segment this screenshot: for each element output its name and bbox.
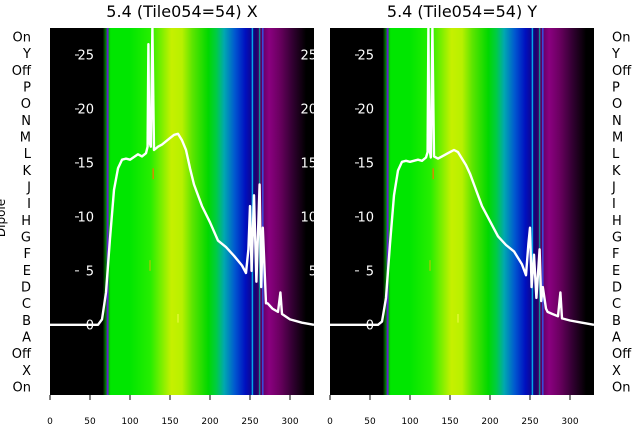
x-tick-label: 300 bbox=[561, 417, 578, 427]
category-label: C bbox=[612, 297, 621, 312]
category-label: D bbox=[612, 281, 622, 296]
x-axis-ticks: 0 50 100 150 200 250 300 bbox=[327, 395, 579, 427]
category-label: J bbox=[26, 181, 31, 196]
x-tick-label: 250 bbox=[241, 417, 258, 427]
category-label: B bbox=[22, 314, 31, 329]
category-label: X bbox=[22, 364, 31, 379]
category-label: B bbox=[612, 314, 621, 329]
category-label: G bbox=[21, 231, 31, 246]
category-label: M bbox=[612, 131, 623, 146]
y-tick-label: 15 bbox=[77, 156, 94, 171]
category-label: N bbox=[21, 114, 31, 129]
category-label: On bbox=[612, 31, 630, 46]
y-tick-label-clipped: 25 bbox=[300, 48, 317, 63]
category-label: K bbox=[612, 164, 621, 179]
category-label: F bbox=[24, 247, 31, 262]
y-tick-label: 5 bbox=[366, 264, 374, 279]
x-tick-label: 200 bbox=[481, 417, 498, 427]
category-label: On bbox=[612, 381, 630, 396]
y-tick-label-clipped: 15 bbox=[300, 156, 317, 171]
x-axis-ticks: 0 50 100 150 200 250 300 bbox=[47, 395, 299, 427]
series-line bbox=[50, 26, 315, 326]
category-label: C bbox=[22, 297, 31, 312]
heatmap-area bbox=[330, 28, 594, 395]
category-label: I bbox=[612, 197, 616, 212]
category-label: O bbox=[612, 97, 622, 112]
category-label: On bbox=[13, 31, 31, 46]
y-tick-label: 5 bbox=[86, 264, 94, 279]
category-label: Y bbox=[611, 47, 620, 62]
category-label: E bbox=[23, 264, 31, 279]
category-label: P bbox=[612, 81, 620, 96]
category-label: O bbox=[21, 97, 31, 112]
category-label: X bbox=[612, 364, 621, 379]
x-tick-label: 300 bbox=[281, 417, 298, 427]
x-tick-label: 200 bbox=[201, 417, 218, 427]
category-label: Off bbox=[12, 347, 32, 362]
y-tick-label-clipped: 10 bbox=[300, 210, 317, 225]
x-tick-label: 100 bbox=[401, 417, 418, 427]
y-tick-label: 15 bbox=[357, 156, 374, 171]
category-label: N bbox=[612, 114, 622, 129]
category-label: Off bbox=[612, 347, 632, 362]
category-label: Off bbox=[12, 64, 32, 79]
category-label: H bbox=[21, 214, 31, 229]
y-tick-label: 10 bbox=[77, 210, 94, 225]
category-label: On bbox=[13, 381, 31, 396]
y-axis-label: Dipole bbox=[0, 199, 8, 237]
category-label: Y bbox=[22, 47, 31, 62]
panel-right: 0 5 10 15 20 25 0 50 100 150 200 250 300 5.4 (Tile0… bbox=[327, 2, 595, 427]
y-tick-label: 10 bbox=[357, 210, 374, 225]
y-tick-label: 20 bbox=[357, 102, 374, 117]
x-tick-label: 150 bbox=[441, 417, 458, 427]
x-tick-label: 250 bbox=[521, 417, 538, 427]
chart-title: 5.4 (Tile054=54) Y bbox=[387, 2, 537, 21]
category-label: D bbox=[21, 281, 31, 296]
x-tick-label: 50 bbox=[84, 417, 96, 427]
panel-left: 0 5 10 15 20 25 5 10 15 20 25 0 50 100 150 200 250 300 5… bbox=[47, 2, 317, 427]
category-label: F bbox=[612, 247, 619, 262]
y-tick-label: 20 bbox=[77, 102, 94, 117]
category-label: P bbox=[23, 81, 31, 96]
y-tick-label: 25 bbox=[357, 48, 374, 63]
category-label: Off bbox=[612, 64, 632, 79]
x-tick-label: 50 bbox=[364, 417, 376, 427]
y-tick-label-clipped: 20 bbox=[300, 102, 317, 117]
heatmap-area bbox=[50, 28, 314, 395]
category-label: H bbox=[612, 214, 622, 229]
chart-title: 5.4 (Tile054=54) X bbox=[106, 2, 257, 21]
y-tick-label: 25 bbox=[77, 48, 94, 63]
y-tick-label-clipped: 5 bbox=[309, 264, 317, 279]
category-label: A bbox=[612, 331, 621, 346]
x-tick-label: 0 bbox=[327, 417, 333, 427]
category-label: A bbox=[22, 331, 31, 346]
category-label: L bbox=[24, 147, 32, 162]
category-label: L bbox=[612, 147, 620, 162]
heatmap-artifacts bbox=[386, 28, 544, 395]
category-label: K bbox=[22, 164, 31, 179]
series-line bbox=[330, 26, 595, 326]
x-tick-label: 100 bbox=[121, 417, 138, 427]
category-label: M bbox=[20, 131, 31, 146]
category-label: J bbox=[611, 181, 616, 196]
category-label: E bbox=[612, 264, 620, 279]
x-tick-label: 0 bbox=[47, 417, 53, 427]
x-tick-label: 150 bbox=[161, 417, 178, 427]
category-label: I bbox=[27, 197, 31, 212]
category-label: G bbox=[612, 231, 622, 246]
